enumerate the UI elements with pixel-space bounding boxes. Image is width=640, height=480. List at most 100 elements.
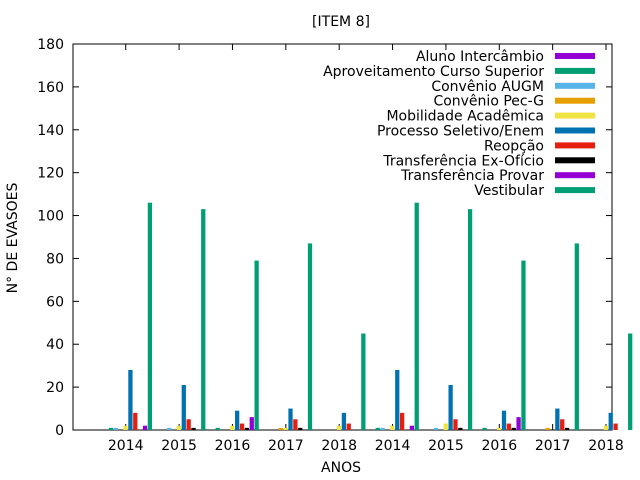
legend-label: Transferência Provar [400, 168, 544, 184]
legend-swatch [555, 53, 595, 59]
bar [341, 412, 347, 430]
chart-title: [ITEM 8] [312, 14, 370, 30]
bar [608, 412, 613, 430]
bar [564, 427, 570, 430]
bar [307, 243, 313, 430]
bar [521, 260, 526, 430]
legend-swatch [555, 82, 595, 89]
bar [380, 427, 385, 430]
bar [254, 260, 259, 430]
bar [201, 209, 206, 430]
bar [443, 423, 448, 430]
bar [574, 243, 579, 430]
x-tick-label: 2015 [428, 438, 464, 454]
bar [458, 427, 463, 430]
bar [230, 425, 235, 430]
bar [453, 419, 458, 430]
bar [467, 209, 473, 430]
bar [167, 427, 172, 430]
legend-swatch [555, 142, 595, 149]
bar [361, 333, 366, 430]
bar [133, 412, 138, 430]
legend-swatch [555, 112, 595, 119]
bar [399, 412, 405, 430]
bar [628, 333, 633, 430]
x-tick-label: 2016 [215, 438, 251, 454]
bar [123, 425, 128, 430]
legend-label: Convênio Pec-G [433, 94, 544, 110]
y-tick-label: 0 [55, 423, 64, 439]
bar [506, 423, 511, 430]
legend-label: Vestibular [474, 183, 544, 199]
bar [560, 419, 565, 430]
legend-label: Processo Seletivo/Enem [377, 124, 544, 140]
bar [288, 408, 293, 430]
y-tick-label: 160 [37, 80, 64, 96]
y-tick-label: 40 [46, 337, 64, 353]
bar [293, 419, 298, 430]
bar [181, 384, 186, 430]
bar [448, 384, 453, 430]
bar [147, 202, 153, 430]
legend-swatch [555, 187, 595, 194]
y-tick-label: 120 [37, 166, 64, 182]
x-tick-label: 2014 [375, 438, 411, 454]
bar [545, 427, 550, 430]
legend-label: Reopção [484, 138, 544, 154]
bar [336, 425, 342, 430]
bar [176, 425, 182, 430]
bar [496, 427, 502, 430]
bar [390, 425, 395, 430]
y-tick-label: 180 [37, 37, 64, 53]
bar [113, 427, 118, 430]
bar [108, 427, 114, 430]
legend-label: Aluno Intercâmbio [416, 49, 544, 65]
y-tick-label: 140 [37, 123, 64, 139]
bar [239, 423, 245, 430]
bar [346, 423, 351, 430]
bar [433, 427, 439, 430]
x-tick-label: 2015 [161, 438, 197, 454]
legend-label: Mobilidade Acadêmica [386, 109, 544, 125]
plot-area: 0 20 40 60 80 100 120 140 160 180 2014 2015 2016 2017… [37, 37, 633, 454]
bar [613, 423, 618, 430]
bar [283, 427, 288, 430]
y-tick-label: 80 [46, 251, 64, 267]
x-tick-label: 2016 [481, 438, 517, 454]
bar [603, 425, 608, 430]
y-axis-label: N° DE EVASOES [5, 183, 21, 294]
legend-swatch [555, 157, 595, 164]
x-tick-label: 2017 [535, 438, 571, 454]
bar [501, 410, 507, 430]
bar [142, 425, 148, 430]
legend-swatch [555, 67, 595, 74]
y-tick-label: 20 [46, 380, 64, 396]
bar [244, 427, 250, 430]
bar [249, 417, 254, 430]
x-tick-label: 2017 [268, 438, 304, 454]
bar [186, 419, 191, 430]
legend-label: Convênio AUGM [431, 79, 544, 95]
bar [278, 427, 283, 430]
bar [414, 202, 419, 430]
bar [395, 369, 400, 430]
legend-swatch [555, 127, 595, 134]
x-tick-label: 2018 [588, 438, 624, 454]
bar [409, 425, 414, 430]
legend-label: Transferência Ex-Ofício [382, 153, 544, 169]
y-tick-label: 60 [46, 294, 64, 310]
x-tick-label: 2014 [108, 438, 144, 454]
bar [482, 427, 487, 430]
x-tick-label: 2018 [321, 438, 357, 454]
legend-label: Aproveitamento Curso Superior [323, 64, 544, 80]
bar [128, 369, 133, 430]
bar [298, 427, 303, 430]
y-tick-label: 100 [37, 209, 64, 225]
bar [511, 427, 516, 430]
legend-swatch [555, 97, 595, 104]
bar [215, 427, 220, 430]
bar [375, 427, 380, 430]
x-axis-label: ANOS [321, 460, 361, 476]
